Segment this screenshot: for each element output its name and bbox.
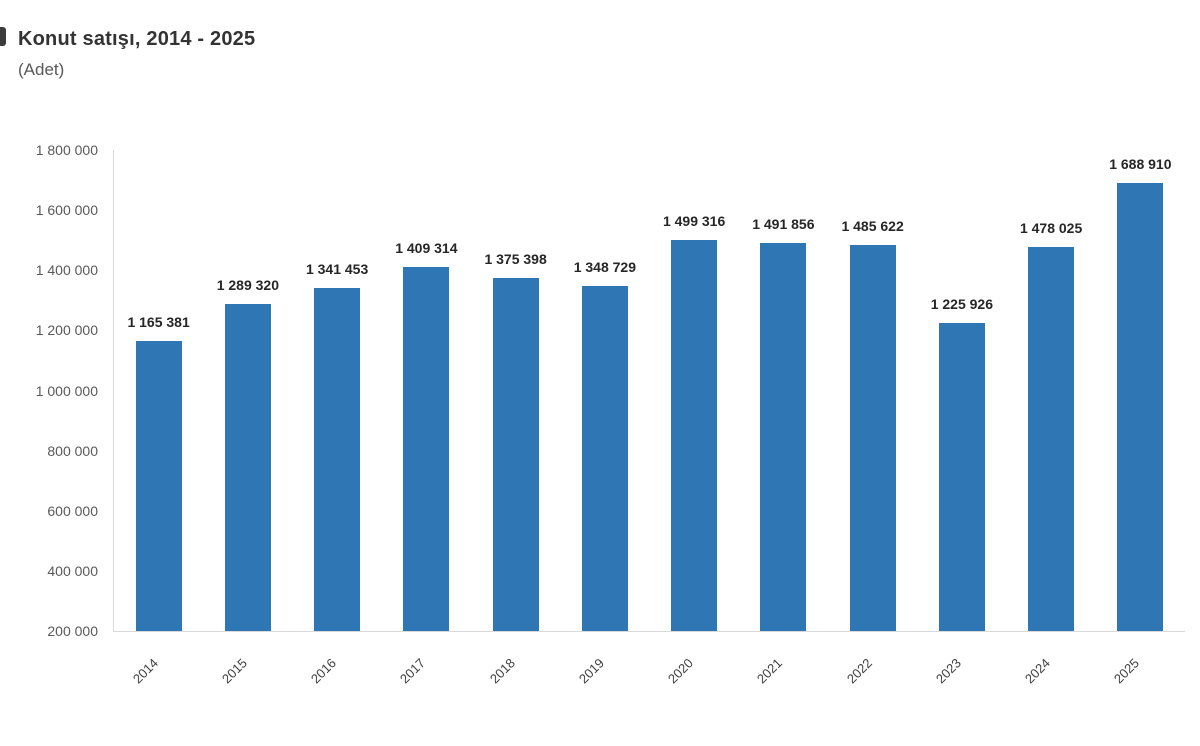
bar-value-label: 1 491 856 xyxy=(752,215,815,232)
x-tick-label: 2025 xyxy=(1111,655,1143,687)
bar-2024[interactable] xyxy=(1028,246,1075,631)
y-tick-label: 800 000 xyxy=(47,442,98,459)
bar-value-label: 1 348 729 xyxy=(573,258,637,275)
bar-2020[interactable] xyxy=(671,240,718,631)
x-tick-label: 2024 xyxy=(1022,655,1054,687)
x-tick-label: 2022 xyxy=(843,655,875,687)
x-tick-label: 2023 xyxy=(932,655,964,687)
y-tick-label: 1 000 000 xyxy=(35,382,98,399)
x-tick-label: 2019 xyxy=(575,655,607,687)
y-tick-label: 1 600 000 xyxy=(35,202,98,219)
x-tick-label: 2017 xyxy=(397,655,429,687)
x-tick-label: 2021 xyxy=(754,655,786,687)
bar-value-label: 1 688 910 xyxy=(1109,156,1172,173)
x-tick-label: 2014 xyxy=(129,655,161,687)
bar-value-label: 1 478 025 xyxy=(1019,219,1083,236)
bar-value-label: 1 289 320 xyxy=(216,276,280,293)
chart-title: Konut satışı, 2014 - 2025 xyxy=(18,28,256,50)
bar-2014[interactable] xyxy=(135,340,182,631)
plot-area: 1 165 381 1 289 320 1 341 453 1 409 314 1 37… xyxy=(113,150,1185,632)
bar-value-label: 1 225 926 xyxy=(930,295,994,312)
bar-value-label: 1 485 622 xyxy=(841,217,904,234)
bar-2023[interactable] xyxy=(938,322,985,631)
bar-2025[interactable] xyxy=(1117,183,1164,631)
bar-2017[interactable] xyxy=(403,267,450,631)
x-tick-label: 2020 xyxy=(665,655,697,687)
bar-2018[interactable] xyxy=(492,277,539,631)
bar-value-label: 1 165 381 xyxy=(127,313,190,330)
bar-2016[interactable] xyxy=(314,287,361,631)
bar-2022[interactable] xyxy=(849,244,896,631)
bar-value-label: 1 409 314 xyxy=(395,240,458,257)
y-tick-label: 1 400 000 xyxy=(35,262,98,279)
y-tick-label: 600 000 xyxy=(47,502,98,519)
x-tick-label: 2016 xyxy=(308,655,340,687)
y-tick-label: 1 200 000 xyxy=(35,322,98,339)
x-tick-label: 2018 xyxy=(486,655,518,687)
chart-subtitle: (Adet) xyxy=(18,60,65,79)
x-tick-label: 2015 xyxy=(218,655,250,687)
bar-2021[interactable] xyxy=(760,242,807,631)
bar-2019[interactable] xyxy=(581,285,628,631)
clipped-icon-fragment xyxy=(0,27,6,46)
y-tick-label: 200 000 xyxy=(47,623,98,639)
y-tick-label: 1 800 000 xyxy=(35,142,98,158)
y-tick-label: 400 000 xyxy=(47,562,98,579)
bar-2015[interactable] xyxy=(224,303,271,631)
bar-value-label: 1 341 453 xyxy=(305,260,369,277)
bar-value-label: 1 375 398 xyxy=(484,250,547,267)
bar-value-label: 1 499 316 xyxy=(662,213,726,230)
